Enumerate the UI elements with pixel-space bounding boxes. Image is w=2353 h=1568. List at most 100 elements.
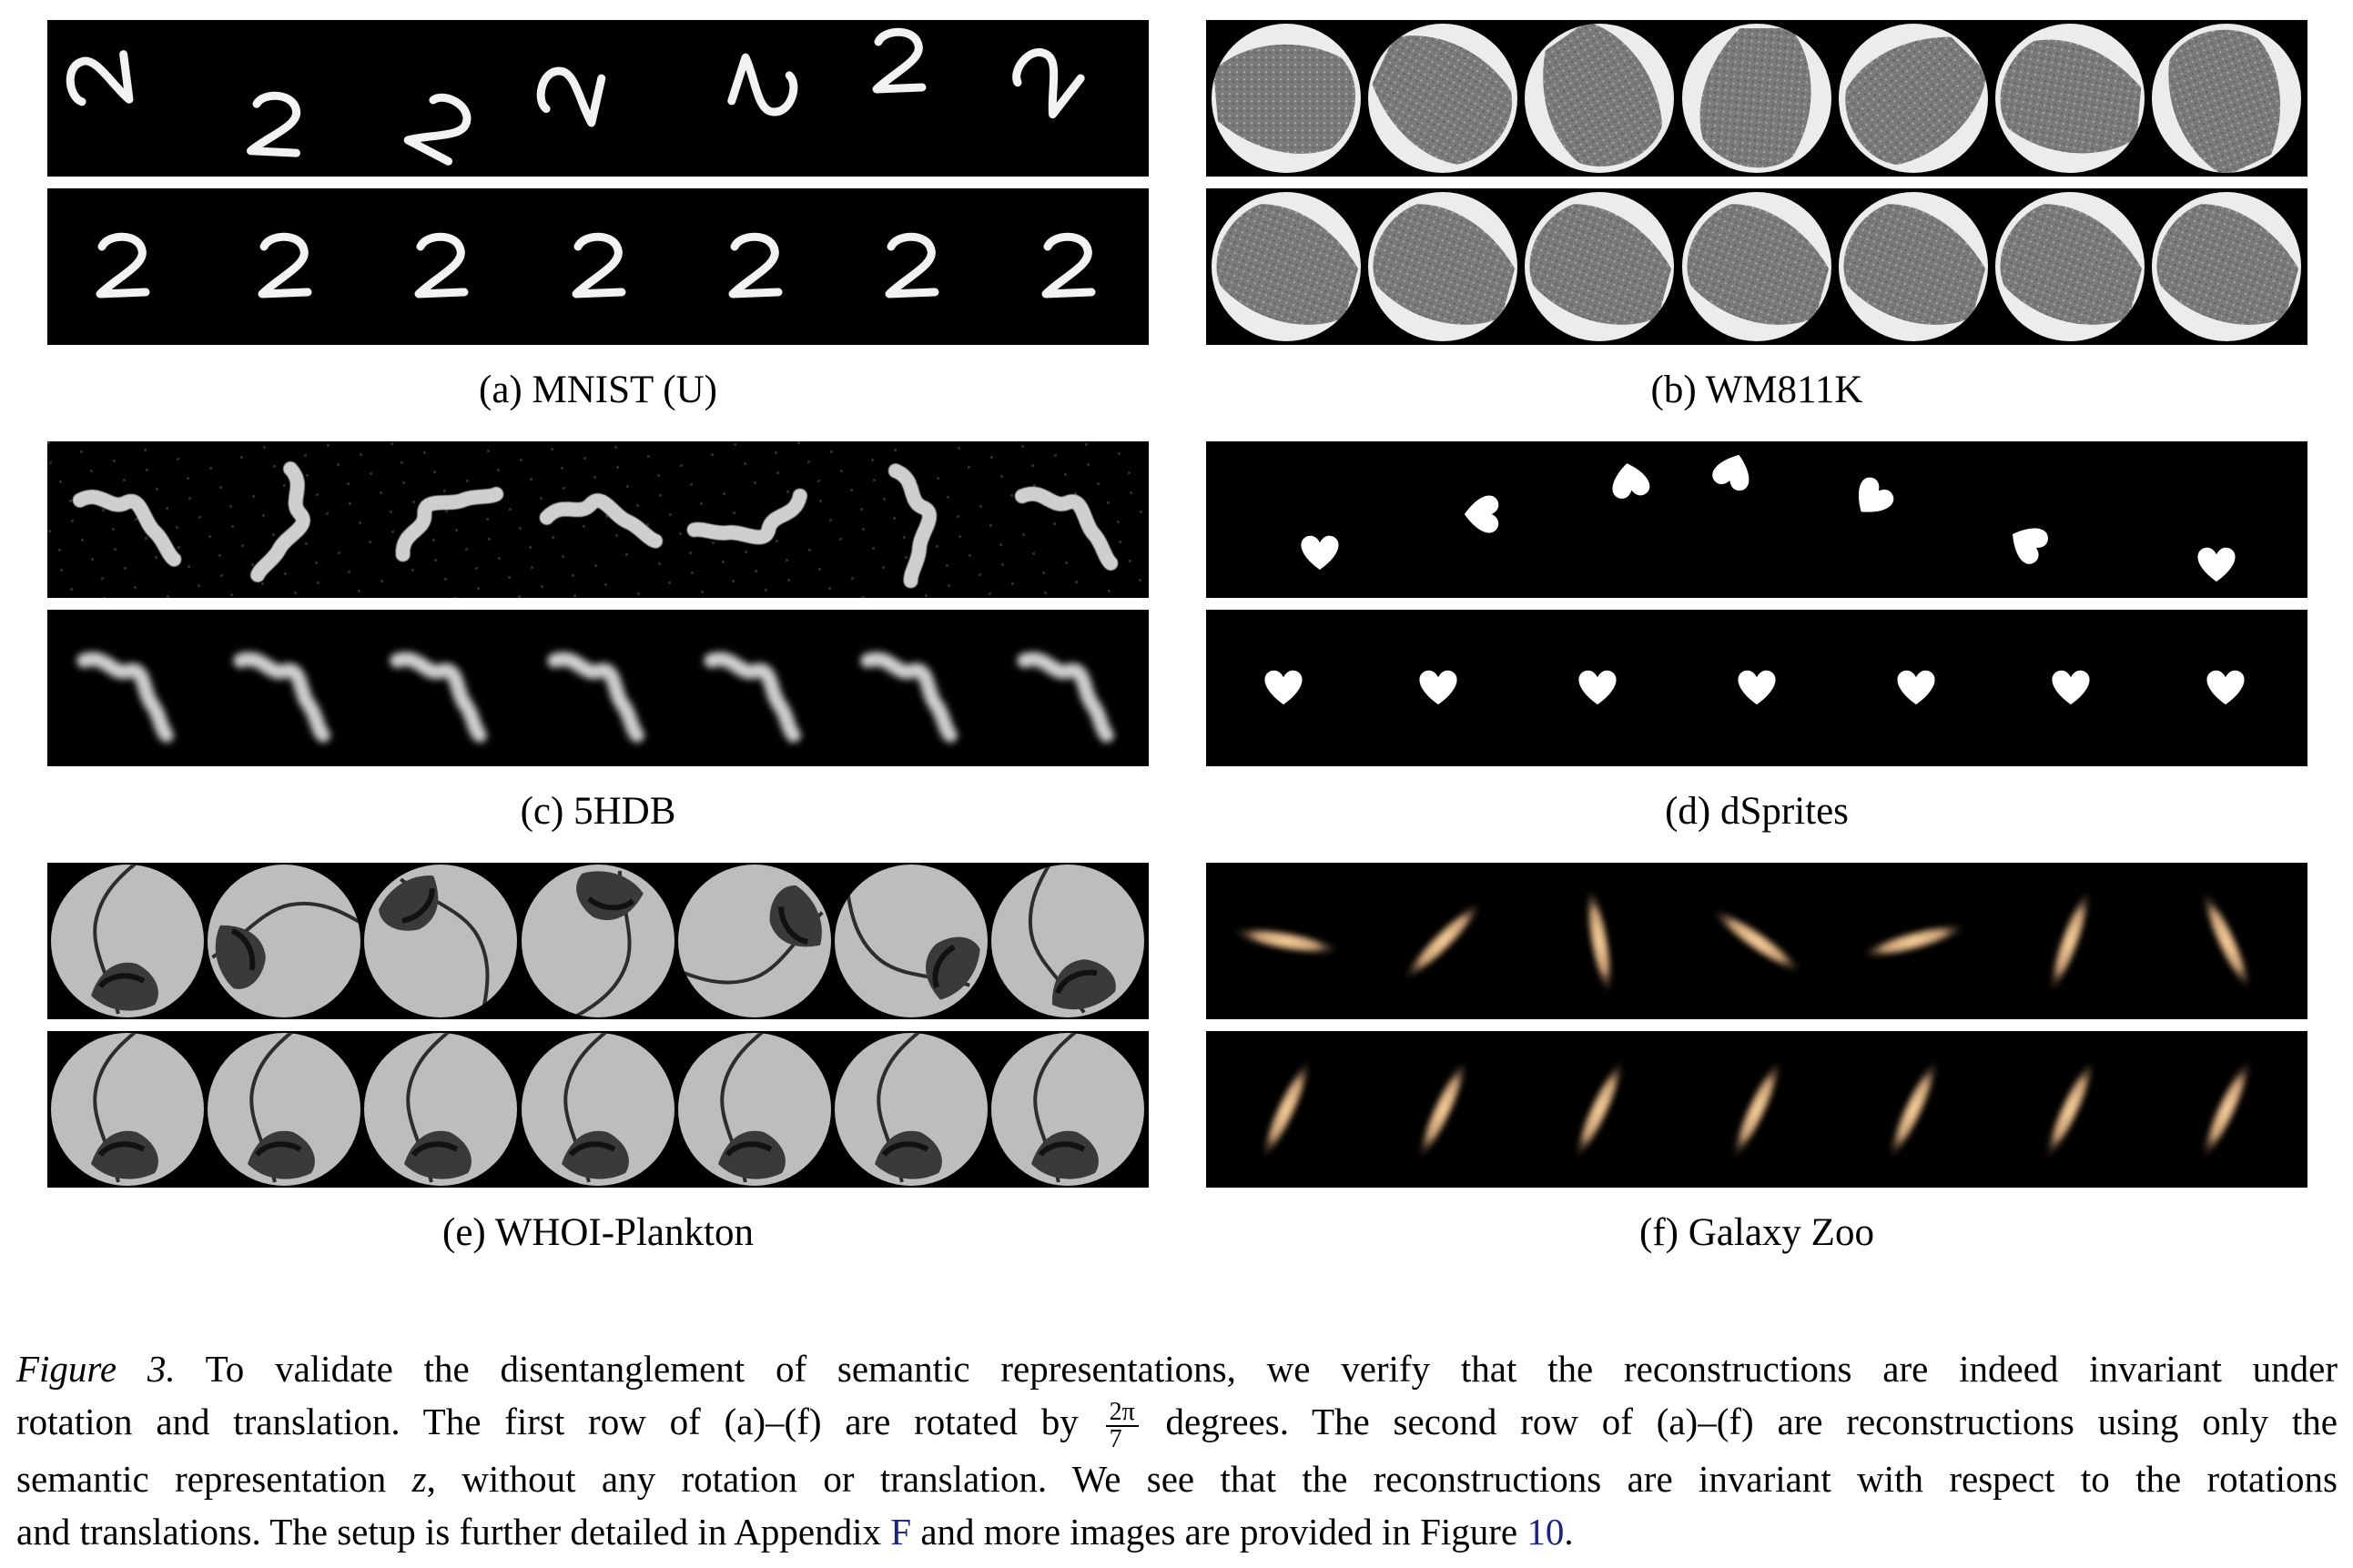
heart-sprite-image — [1858, 477, 1894, 512]
figure-caption: Figure 3. To validate the disentanglemen… — [16, 1342, 2338, 1558]
plankton-reconstructed-images — [51, 1033, 1144, 1186]
plankton-image — [208, 865, 362, 1017]
digit-two-image — [536, 66, 606, 127]
galaxy-image — [1585, 885, 1614, 997]
protein-projection-image — [887, 463, 937, 589]
protein-projection-image — [704, 652, 801, 743]
galaxy-image — [2200, 889, 2253, 993]
rotated-row — [1206, 441, 2307, 598]
galaxy-image — [1730, 1057, 1783, 1161]
galaxy-image — [1887, 1057, 1940, 1161]
protein-projection-image — [1017, 652, 1114, 743]
rotated-row — [47, 441, 1149, 598]
appendix-link[interactable]: F — [890, 1510, 912, 1553]
galaxy-image — [1573, 1057, 1626, 1161]
reconstruction-row — [1206, 1031, 2307, 1188]
digit-two-image — [728, 232, 783, 298]
galaxy-reconstructed-images — [1260, 1057, 2253, 1161]
5hdb-reconstructed-images — [76, 652, 1114, 743]
fraction-two-pi-over-seven: 2π 7 — [1105, 1399, 1139, 1452]
reconstruction-row — [1206, 610, 2307, 766]
digit-two-image — [403, 93, 472, 166]
plankton-image — [835, 1033, 988, 1186]
digit-two-image — [1041, 232, 1096, 298]
digit-two-image — [872, 27, 927, 94]
protein-projection-image — [539, 493, 664, 549]
plankton-image — [208, 1033, 360, 1186]
protein-projection-image — [76, 652, 174, 743]
protein-projection-image — [686, 488, 807, 545]
figure-link[interactable]: 10 — [1526, 1510, 1565, 1553]
heart-sprite-image — [1301, 535, 1339, 571]
caption-line-4: and translations. The setup is further d… — [16, 1510, 1574, 1553]
mnist-rotated-images — [66, 27, 1085, 166]
wafer-map-image — [1525, 24, 1674, 173]
digit-two-image — [727, 53, 798, 116]
galaxy-image — [2047, 887, 2093, 995]
wafer-map-image — [1839, 192, 1988, 341]
wafer-map-image — [1212, 24, 1361, 173]
digit-two-image — [885, 232, 939, 298]
plankton-image — [991, 1033, 1144, 1186]
wm811k-reconstructed-images — [1212, 192, 2301, 341]
rotated-row — [1206, 863, 2307, 1019]
subfigure-caption: (c) 5HDB — [520, 790, 676, 833]
caption-line-2: rotation and translation. The first row … — [16, 1397, 2338, 1453]
caption-line-3: semantic representation z, without any r… — [16, 1457, 2338, 1500]
digit-two-image — [572, 232, 626, 298]
galaxy-image — [1416, 1057, 1469, 1161]
dsprites-reconstructed-images — [1264, 670, 2245, 705]
wafer-map-image — [1995, 192, 2145, 341]
heart-sprite-image — [2197, 547, 2236, 582]
digit-two-image — [246, 91, 300, 157]
heart-sprite-image — [2052, 670, 2090, 705]
caption-line-1: Figure 3. To validate the disentanglemen… — [16, 1348, 2338, 1390]
protein-projection-image — [860, 652, 958, 743]
reconstruction-row — [47, 1031, 1149, 1188]
plankton-image — [678, 1033, 831, 1186]
subfigure-caption: (f) Galaxy Zoo — [1639, 1211, 1874, 1254]
wafer-map-image — [1995, 24, 2145, 173]
plankton-image — [991, 863, 1144, 1017]
wm811k-rotated-images — [1212, 24, 2301, 173]
subfigure-caption: (d) dSprites — [1665, 790, 1849, 833]
plankton-image — [364, 1033, 517, 1186]
plankton-image — [51, 1033, 204, 1186]
plankton-image — [835, 865, 988, 1017]
protein-projection-image — [233, 652, 330, 743]
heart-sprite-image — [2013, 528, 2048, 564]
heart-sprite-image — [2206, 670, 2245, 705]
reconstruction-row — [47, 188, 1149, 345]
protein-projection-image — [390, 652, 487, 743]
wafer-map-image — [1682, 192, 1831, 341]
galaxy-image — [2044, 1057, 2096, 1161]
subfigure-caption: (b) WM811K — [1650, 369, 1863, 411]
heart-sprite-image — [1578, 670, 1617, 705]
plankton-image — [522, 1033, 674, 1186]
digit-two-image — [414, 232, 469, 298]
protein-projection-image — [547, 652, 644, 743]
heart-sprite-image — [1897, 670, 1935, 705]
digit-two-image — [258, 232, 312, 298]
wafer-map-image — [1682, 24, 1831, 173]
heart-sprite-image — [1419, 670, 1457, 705]
rotated-row — [47, 20, 1149, 177]
heart-sprite-image — [1738, 670, 1776, 705]
protein-projection-image — [72, 490, 182, 567]
wafer-map-image — [2152, 192, 2301, 341]
wafer-map-image — [1525, 192, 1674, 341]
wafer-map-image — [1368, 192, 1517, 341]
dsprites-rotated-images — [1301, 454, 2236, 582]
wafer-map-image — [2152, 24, 2301, 173]
protein-projection-image — [250, 461, 310, 582]
math-variable-z: z — [411, 1457, 427, 1500]
figure-label: Figure 3. — [16, 1348, 176, 1390]
galaxy-image — [1402, 900, 1484, 982]
plankton-image — [522, 865, 674, 1018]
5hdb-rotated-images — [47, 441, 1142, 598]
galaxy-image — [1859, 923, 1968, 959]
reconstruction-row — [1206, 188, 2307, 345]
galaxy-image — [2200, 1057, 2253, 1161]
subfigure-caption: (e) WHOI-Plankton — [442, 1211, 754, 1254]
plankton-image — [678, 865, 831, 1017]
